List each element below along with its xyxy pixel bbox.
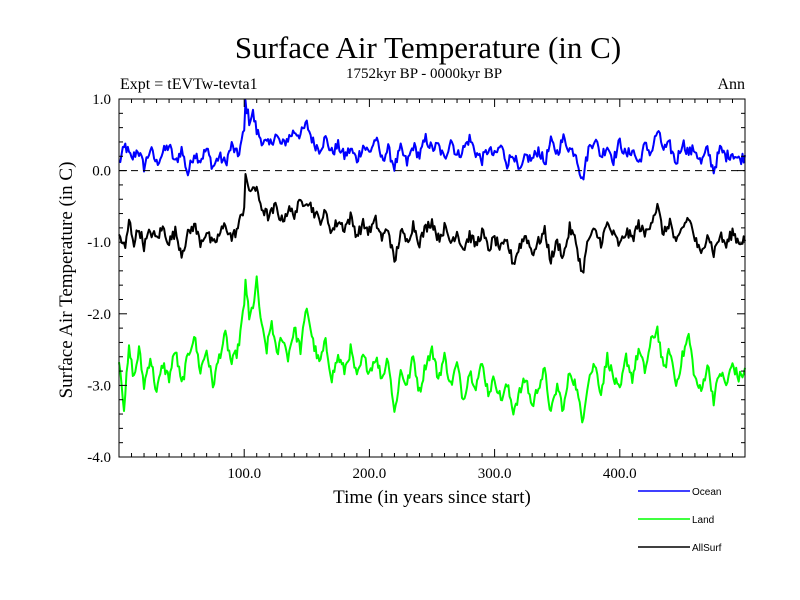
y-tick-label: -4.0 xyxy=(87,450,111,466)
season-label: Ann xyxy=(717,76,745,93)
y-tick-label: -3.0 xyxy=(87,378,111,394)
axis-ticks: 100.0 200.0 300.0 400.0 1.0 0.0 -1.0 -2.0 -3.0 -4… xyxy=(87,92,745,482)
x-axis-label: Time (in years since start) xyxy=(333,487,531,508)
allsurf-series-line xyxy=(118,173,746,274)
chart-subtitle: 1752kyr BP - 0000kyr BP xyxy=(346,66,502,82)
x-tick-label: 100.0 xyxy=(227,466,261,482)
x-tick-label: 400.0 xyxy=(603,466,637,482)
y-tick-label: 0.0 xyxy=(92,164,111,180)
y-tick-label: -2.0 xyxy=(87,307,111,323)
series-layer xyxy=(118,99,746,424)
y-tick-label: -1.0 xyxy=(87,235,111,251)
legend-label-ocean: Ocean xyxy=(692,487,721,498)
land-series-line xyxy=(118,275,746,424)
y-axis-label: Surface Air Temperature (in C) xyxy=(56,162,77,399)
experiment-label: Expt = tEVTw-tevta1 xyxy=(120,76,258,93)
x-tick-label: 200.0 xyxy=(353,466,387,482)
legend: Ocean Land AllSurf xyxy=(638,487,722,554)
ocean-series-line xyxy=(118,99,746,181)
legend-label-land: Land xyxy=(692,515,714,526)
x-tick-label: 300.0 xyxy=(478,466,512,482)
chart-title: Surface Air Temperature (in C) xyxy=(235,30,621,65)
legend-label-allsurf: AllSurf xyxy=(692,543,722,554)
y-tick-label: 1.0 xyxy=(92,92,111,108)
